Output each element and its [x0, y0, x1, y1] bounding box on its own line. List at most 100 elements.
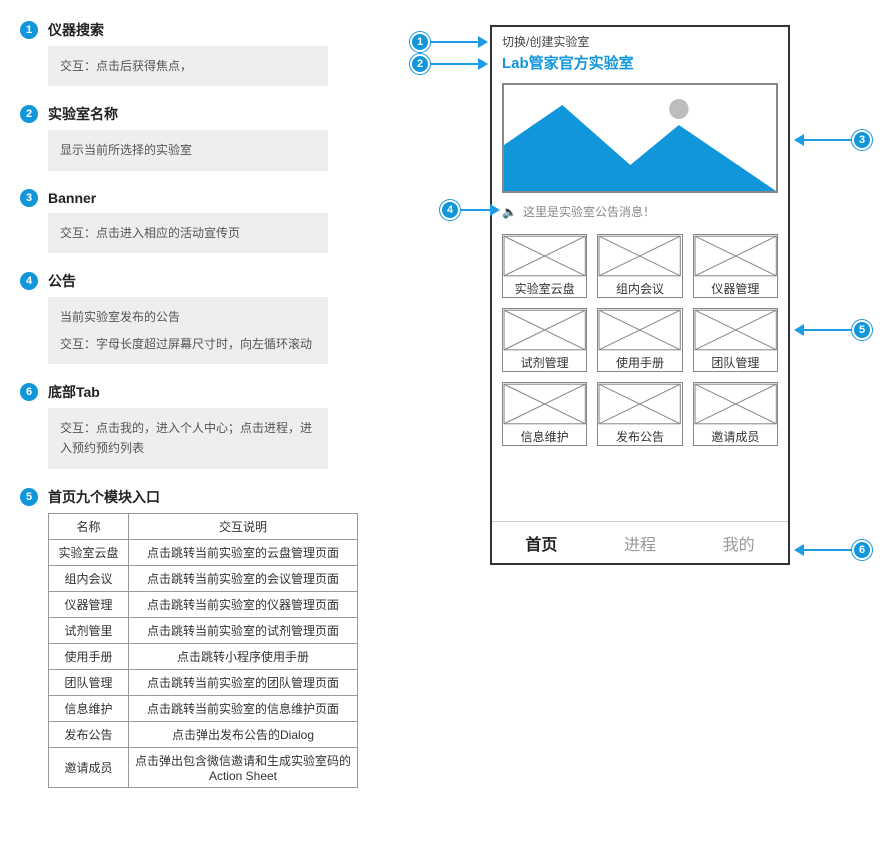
- phone-mock: 切换/创建实验室 Lab管家官方实验室 🔈 这里是实验室公告消息！ 实验室云盘组…: [490, 25, 790, 565]
- module-tile-label: 发布公告: [598, 425, 681, 445]
- table-cell-name: 信息维护: [49, 695, 129, 721]
- annotation-badge: 1: [20, 21, 38, 39]
- annotation-badge: 2: [20, 105, 38, 123]
- placeholder-icon: [694, 235, 777, 277]
- modules-table: 名称 交互说明 实验室云盘点击跳转当前实验室的云盘管理页面组内会议点击跳转当前实…: [48, 513, 358, 788]
- module-tile[interactable]: 试剂管理: [502, 308, 587, 372]
- table-row: 发布公告点击弹出发布公告的Dialog: [49, 721, 358, 747]
- placeholder-icon: [503, 235, 586, 277]
- table-cell-name: 仪器管理: [49, 591, 129, 617]
- table-cell-name: 组内会议: [49, 565, 129, 591]
- annotation-body: 显示当前所选择的实验室: [48, 130, 328, 170]
- table-row: 试剂管里点击跳转当前实验室的试剂管理页面: [49, 617, 358, 643]
- annotation-body-line: 当前实验室发布的公告: [60, 307, 316, 327]
- tab-mine[interactable]: 我的: [689, 522, 788, 563]
- callout-badge: 5: [852, 320, 872, 340]
- callout-6: 6: [794, 540, 872, 560]
- annotation-4: 4 公告 当前实验室发布的公告 交互：字母长度超过屏幕尺寸时，向左循环滚动: [20, 271, 360, 364]
- callout-badge: 4: [440, 200, 460, 220]
- annotation-body: 交互：点击后获得焦点，: [48, 46, 328, 86]
- placeholder-icon: [694, 383, 777, 425]
- placeholder-icon: [598, 383, 681, 425]
- callout-badge: 6: [852, 540, 872, 560]
- placeholder-icon: [503, 383, 586, 425]
- annotation-badge: 3: [20, 189, 38, 207]
- module-tile-label: 邀请成员: [694, 425, 777, 445]
- module-tile-label: 团队管理: [694, 351, 777, 371]
- annotation-badge: 4: [20, 272, 38, 290]
- annotation-body-line: 交互：字母长度超过屏幕尺寸时，向左循环滚动: [60, 334, 316, 354]
- switch-lab-link[interactable]: 切换/创建实验室: [492, 27, 788, 52]
- module-tile-label: 仪器管理: [694, 277, 777, 297]
- table-cell-desc: 点击跳转当前实验室的试剂管理页面: [129, 617, 358, 643]
- module-tile[interactable]: 邀请成员: [693, 382, 778, 446]
- table-cell-desc: 点击跳转当前实验室的云盘管理页面: [129, 539, 358, 565]
- annotation-2: 2 实验室名称 显示当前所选择的实验室: [20, 104, 360, 170]
- arrow-left-icon: [794, 134, 804, 146]
- callout-3: 3: [794, 130, 872, 150]
- module-tile-label: 使用手册: [598, 351, 681, 371]
- table-cell-name: 发布公告: [49, 721, 129, 747]
- callout-badge: 2: [410, 54, 430, 74]
- table-cell-desc: 点击弹出包含微信邀请和生成实验室码的Action Sheet: [129, 747, 358, 787]
- announcement-text: 这里是实验室公告消息！: [523, 203, 655, 220]
- arrow-right-icon: [478, 58, 488, 70]
- table-cell-desc: 点击跳转小程序使用手册: [129, 643, 358, 669]
- annotation-body: 当前实验室发布的公告 交互：字母长度超过屏幕尺寸时，向左循环滚动: [48, 297, 328, 364]
- arrow-right-icon: [490, 204, 500, 216]
- annotation-6: 6 底部Tab 交互：点击我的，进入个人中心；点击进程，进入预约预约列表: [20, 382, 360, 469]
- callout-4: 4: [440, 200, 500, 220]
- arrow-left-icon: [794, 324, 804, 336]
- annotation-title: 实验室名称: [48, 104, 118, 124]
- module-tile[interactable]: 信息维护: [502, 382, 587, 446]
- tab-progress[interactable]: 进程: [591, 522, 690, 563]
- lab-title: Lab管家官方实验室: [492, 52, 788, 79]
- callout-2: 2: [410, 54, 488, 74]
- annotation-5: 5 首页九个模块入口 名称 交互说明 实验室云盘点击跳转当前实验室的云盘管理页面…: [20, 487, 360, 788]
- placeholder-icon: [694, 309, 777, 351]
- table-header: 交互说明: [129, 513, 358, 539]
- table-row: 团队管理点击跳转当前实验室的团队管理页面: [49, 669, 358, 695]
- table-cell-name: 团队管理: [49, 669, 129, 695]
- module-tile[interactable]: 组内会议: [597, 234, 682, 298]
- table-row: 组内会议点击跳转当前实验室的会议管理页面: [49, 565, 358, 591]
- module-tile[interactable]: 团队管理: [693, 308, 778, 372]
- module-tile[interactable]: 使用手册: [597, 308, 682, 372]
- annotation-title: 仪器搜索: [48, 20, 104, 40]
- tab-home[interactable]: 首页: [492, 522, 591, 563]
- table-cell-desc: 点击跳转当前实验室的团队管理页面: [129, 669, 358, 695]
- table-cell-name: 试剂管里: [49, 617, 129, 643]
- callout-1: 1: [410, 32, 488, 52]
- banner[interactable]: [502, 83, 778, 193]
- callout-5: 5: [794, 320, 872, 340]
- placeholder-icon: [503, 309, 586, 351]
- module-grid: 实验室云盘组内会议仪器管理试剂管理使用手册团队管理信息维护发布公告邀请成员: [492, 228, 788, 456]
- callout-badge: 1: [410, 32, 430, 52]
- module-tile-label: 信息维护: [503, 425, 586, 445]
- table-cell-name: 使用手册: [49, 643, 129, 669]
- arrow-right-icon: [478, 36, 488, 48]
- module-tile-label: 实验室云盘: [503, 277, 586, 297]
- annotation-body: 交互：点击我的，进入个人中心；点击进程，进入预约预约列表: [48, 408, 328, 469]
- annotation-1: 1 仪器搜索 交互：点击后获得焦点，: [20, 20, 360, 86]
- table-cell-desc: 点击弹出发布公告的Dialog: [129, 721, 358, 747]
- table-row: 信息维护点击跳转当前实验室的信息维护页面: [49, 695, 358, 721]
- arrow-left-icon: [794, 544, 804, 556]
- table-row: 实验室云盘点击跳转当前实验室的云盘管理页面: [49, 539, 358, 565]
- placeholder-icon: [598, 235, 681, 277]
- table-cell-name: 实验室云盘: [49, 539, 129, 565]
- table-cell-desc: 点击跳转当前实验室的会议管理页面: [129, 565, 358, 591]
- module-tile[interactable]: 发布公告: [597, 382, 682, 446]
- placeholder-icon: [598, 309, 681, 351]
- table-row: 使用手册点击跳转小程序使用手册: [49, 643, 358, 669]
- tab-bar: 首页 进程 我的: [492, 521, 788, 563]
- callout-badge: 3: [852, 130, 872, 150]
- module-tile[interactable]: 实验室云盘: [502, 234, 587, 298]
- module-tile[interactable]: 仪器管理: [693, 234, 778, 298]
- module-tile-label: 组内会议: [598, 277, 681, 297]
- annotations-column: 1 仪器搜索 交互：点击后获得焦点， 2 实验室名称 显示当前所选择的实验室 3…: [20, 20, 360, 806]
- table-cell-desc: 点击跳转当前实验室的仪器管理页面: [129, 591, 358, 617]
- announcement-bar: 🔈 这里是实验室公告消息！: [492, 201, 788, 228]
- annotation-body: 交互：点击进入相应的活动宣传页: [48, 213, 328, 253]
- table-row: 邀请成员点击弹出包含微信邀请和生成实验室码的Action Sheet: [49, 747, 358, 787]
